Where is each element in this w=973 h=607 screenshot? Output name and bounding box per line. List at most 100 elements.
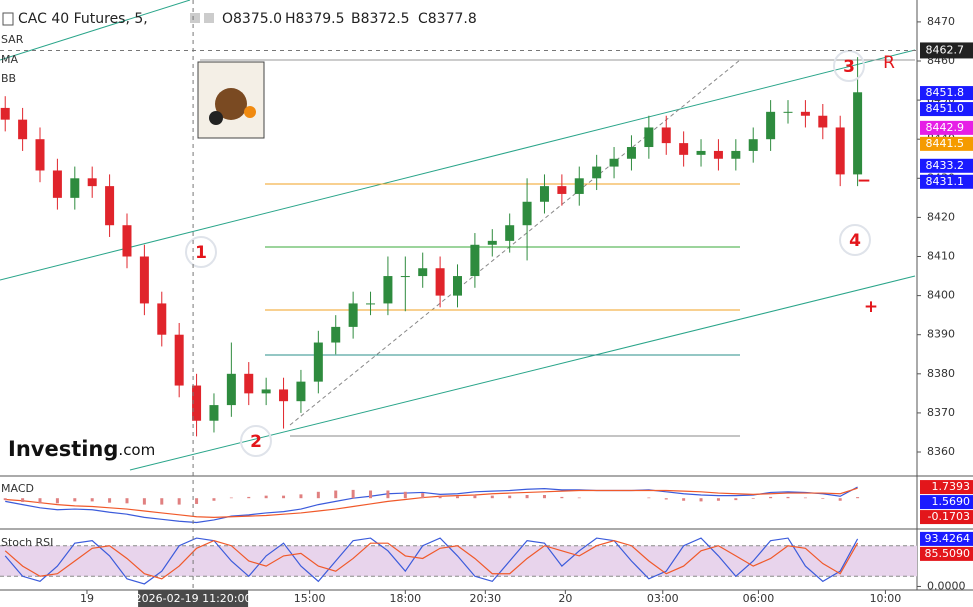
candle-body <box>192 385 202 421</box>
price-tag-label: 8441.5 <box>926 137 965 150</box>
price-tag-label: 8433.2 <box>926 159 965 172</box>
candle-body <box>487 240 497 245</box>
y-tick-label: 0.0000 <box>927 579 966 592</box>
candle-body <box>435 268 445 296</box>
band-fill <box>0 545 917 577</box>
x-tick-label: 10:00 <box>870 592 902 605</box>
y-tick-label: 8390 <box>927 328 955 341</box>
annotation-circle <box>240 425 272 457</box>
candle-body <box>122 225 132 257</box>
annotation-circle <box>185 236 217 268</box>
ohlc-close: C8377.8 <box>418 11 477 27</box>
candle-body <box>0 107 10 120</box>
candle-body <box>644 127 654 148</box>
collapse-icon[interactable] <box>2 12 14 26</box>
price-tag <box>920 136 973 151</box>
value-tag <box>920 495 973 510</box>
trend-line <box>0 49 916 281</box>
candle-body <box>696 150 706 155</box>
watermark: Investing.com <box>8 437 155 461</box>
value-tag-label: 85.5090 <box>925 547 971 560</box>
indicator-label: BB <box>1 72 16 85</box>
candle-body <box>105 186 115 226</box>
candle-body <box>366 303 376 305</box>
panel-title: Stoch RSI <box>1 536 53 549</box>
y-tick-label: 8370 <box>927 406 955 419</box>
price-tag-label: 8451.8 <box>926 86 965 99</box>
candle-body <box>261 389 271 394</box>
annotation: + <box>864 297 878 317</box>
candle-body <box>679 143 689 155</box>
candle-body <box>313 342 323 382</box>
x-tick-label: 15:00 <box>294 592 326 605</box>
candle-body <box>209 405 219 421</box>
annotation: − <box>857 171 871 191</box>
candle-body <box>835 127 845 175</box>
projection-line <box>289 59 741 426</box>
chart-title: CAC 40 Futures, 5, <box>18 11 148 27</box>
indicator-line <box>4 537 859 585</box>
candle-body <box>626 147 636 159</box>
ohlc-high: H8379.5 <box>285 11 345 27</box>
annotation: 2 <box>250 432 262 452</box>
price-tag <box>920 86 973 101</box>
candle-body <box>296 381 306 402</box>
candle-body <box>470 244 480 277</box>
candle-body <box>522 201 532 226</box>
candle-body <box>539 186 549 202</box>
ohlc-low: B8372.5 <box>351 11 410 27</box>
candle-body <box>157 303 167 335</box>
candle-body <box>592 166 602 179</box>
ohlc-open: O8375.0 <box>222 11 282 27</box>
candle-body <box>331 326 341 343</box>
crosshair-time-box <box>138 590 249 607</box>
value-tag-label: 93.4264 <box>925 532 971 545</box>
candle-body <box>661 127 671 144</box>
price-tag <box>920 174 973 189</box>
candle-body <box>400 276 410 278</box>
candle-body <box>853 92 863 175</box>
candle-body <box>713 150 723 159</box>
x-tick-label: 20 <box>558 592 572 605</box>
panel-title: MACD <box>1 482 34 495</box>
logo-figure <box>244 106 256 118</box>
price-tag <box>920 158 973 173</box>
price-tag-label: 8451.0 <box>926 102 965 115</box>
value-tag <box>920 480 973 495</box>
marks <box>0 57 917 585</box>
x-tick-label: 20:30 <box>469 592 501 605</box>
candle-body <box>70 178 80 198</box>
annotation: 3 <box>843 57 855 77</box>
price-tag <box>920 120 973 135</box>
x-tick-label: 18:00 <box>389 592 421 605</box>
candle-body <box>52 170 62 198</box>
logo-figure <box>209 111 223 125</box>
candle-body <box>766 111 776 140</box>
candle-body <box>748 139 758 151</box>
indicator-line <box>5 487 858 519</box>
candle-body <box>226 373 236 406</box>
candle-body <box>139 256 149 304</box>
y-tick-label: 8420 <box>927 210 955 223</box>
candle-body <box>383 276 393 304</box>
candle-body <box>800 111 810 116</box>
candle-body <box>18 119 28 140</box>
candle-body <box>348 303 358 327</box>
value-tag <box>920 546 973 561</box>
candle-body <box>244 373 254 394</box>
watermark-brand: Investing <box>8 437 118 461</box>
value-tag <box>920 510 973 525</box>
trend-line <box>0 0 191 61</box>
value-tag-label: -0.1703 <box>928 510 970 523</box>
candle-body <box>279 389 289 402</box>
price-tag-label: 8442.9 <box>926 121 965 134</box>
logo-figure <box>215 88 247 120</box>
trend-line <box>129 275 916 471</box>
price-tag-label: 8431.1 <box>926 175 965 188</box>
settings-icon[interactable] <box>204 13 214 23</box>
candle-body <box>731 150 741 159</box>
settings-icon[interactable] <box>190 13 200 23</box>
candle-body <box>87 178 97 187</box>
value-tag-label: 1.5690 <box>932 495 971 508</box>
